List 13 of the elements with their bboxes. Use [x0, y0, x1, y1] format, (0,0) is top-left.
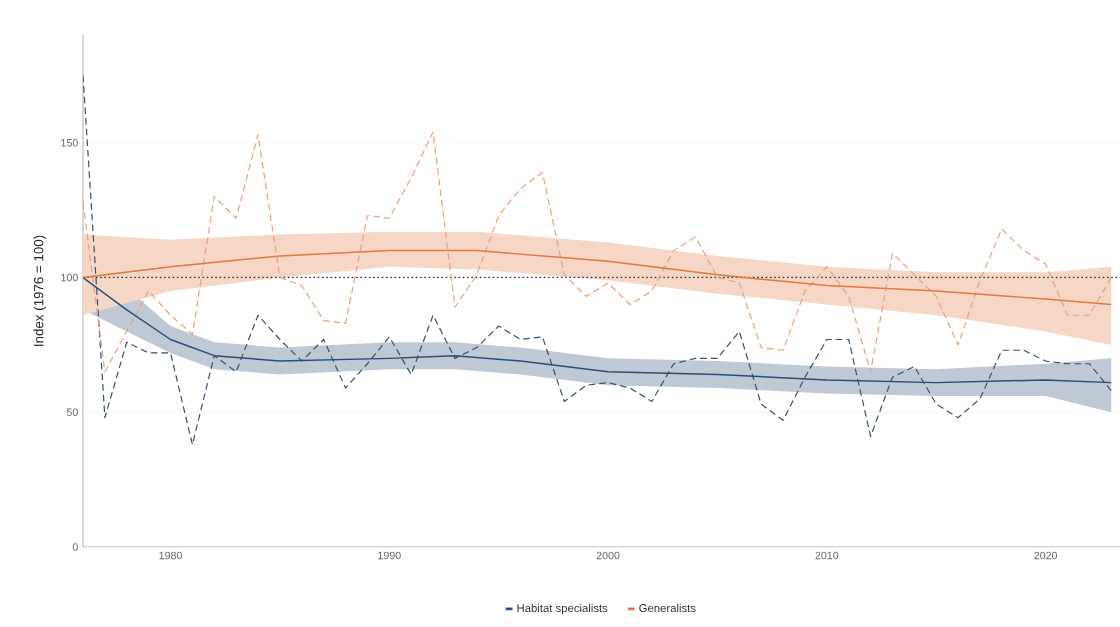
line-series: [83, 249, 1112, 306]
x-tick-label: 1990: [378, 551, 401, 560]
legend-label: Generalists: [639, 603, 696, 613]
legend-label: Habitat specialists: [517, 603, 608, 615]
x-tick-label: 2000: [596, 551, 620, 560]
y-tick-label: 100: [61, 273, 78, 282]
y-tick-label: 50: [66, 408, 78, 417]
x-tick-label: 1980: [159, 551, 182, 560]
y-axis-title: Index (1976 = 100): [33, 235, 47, 346]
x-tick-label: 2020: [1034, 551, 1058, 560]
y-tick-label: 150: [61, 139, 78, 147]
y-tick-label: 0: [72, 543, 78, 551]
x-tick-label: 2010: [815, 551, 839, 560]
